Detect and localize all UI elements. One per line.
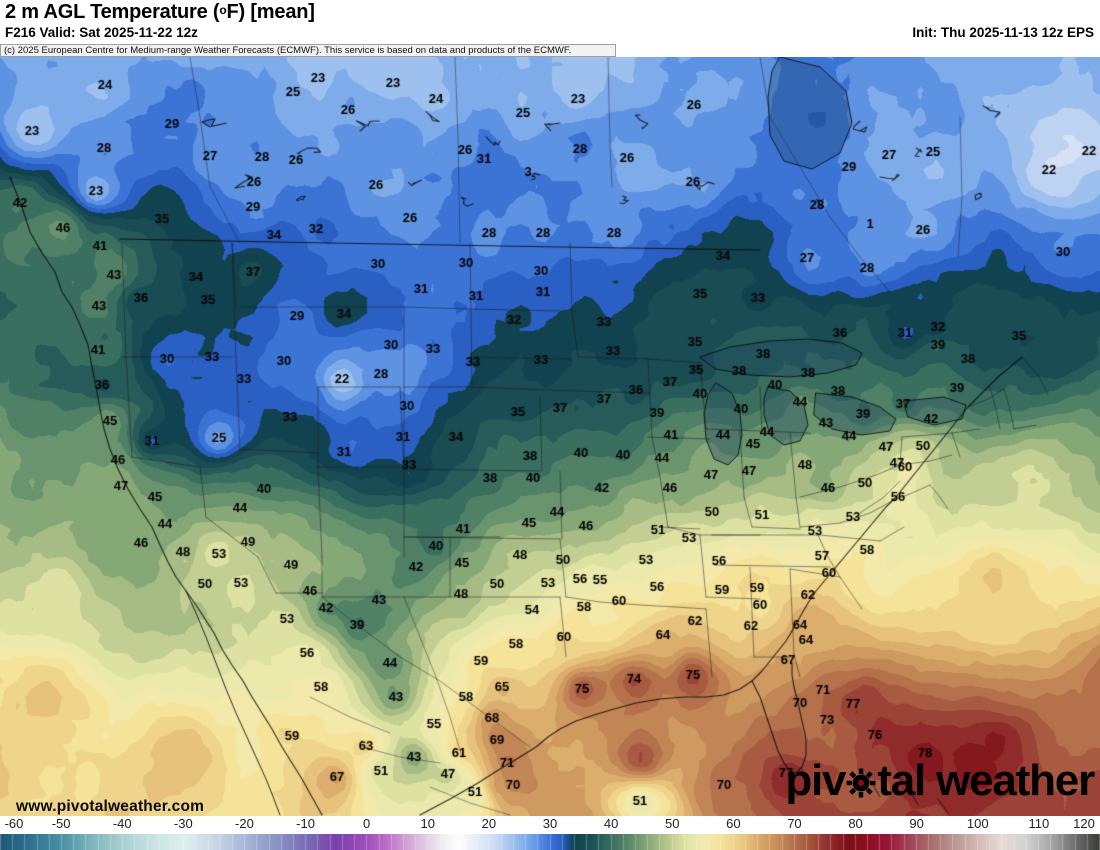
colorbar-tick: -10 xyxy=(296,816,315,831)
colorbar-tick: -40 xyxy=(112,816,132,831)
colorbar-tick: 80 xyxy=(848,816,863,831)
site-url-watermark: www.pivotalweather.com xyxy=(16,798,205,815)
colorbar-tick: 120 xyxy=(1073,816,1095,831)
colorbar-tick: 90 xyxy=(909,816,924,831)
colorbar-tick: 0 xyxy=(363,816,371,831)
colorbar-tick: 30 xyxy=(542,816,558,831)
watermark-text-right: tal weather xyxy=(877,756,1095,805)
colorbar-tick-labels: -60 -50 -40 -30 -20 -10 0 10 20 30 40 50 60 70 80 90 100… xyxy=(0,816,1100,833)
temperature-value-labels-canvas xyxy=(0,57,1100,816)
ecmwf-copyright-notice: (c) 2025 European Centre for Medium-rang… xyxy=(0,44,616,57)
colorbar-tick: 100 xyxy=(966,816,989,831)
map-canvas-container[interactable]: www.pivotalweather.com piv tal weather xyxy=(0,57,1100,817)
colorbar-tick: 10 xyxy=(420,816,435,831)
colorbar-tick: 20 xyxy=(481,816,497,831)
colorbar[interactable]: -60 -50 -40 -30 -20 -10 0 10 20 30 40 50 60 70 80 90 100… xyxy=(0,816,1100,850)
colorbar-tick: -30 xyxy=(173,816,193,831)
colorbar-tick: -50 xyxy=(51,816,71,831)
colorbar-tick: 40 xyxy=(603,816,619,831)
page-title: 2 m AGL Temperature (oF) [mean] xyxy=(5,1,315,23)
watermark-text-left: piv xyxy=(785,756,846,805)
colorbar-gradient[interactable] xyxy=(0,834,1100,850)
colorbar-tick: -60 xyxy=(4,816,24,831)
degree-symbol: o xyxy=(219,3,227,17)
pivotal-weather-watermark: piv tal weather xyxy=(785,756,1095,805)
valid-time-label: F216 Valid: Sat 2025-11-22 12z xyxy=(5,25,198,40)
map-header: 2 m AGL Temperature (oF) [mean] F216 Val… xyxy=(0,0,1100,47)
gear-sun-icon xyxy=(845,763,877,798)
colorbar-tick: 50 xyxy=(664,816,680,831)
colorbar-tick: 70 xyxy=(787,816,802,831)
colorbar-tick: -20 xyxy=(235,816,254,831)
colorbar-tick: 60 xyxy=(726,816,741,831)
colorbar-tick: 110 xyxy=(1028,816,1050,831)
init-time-label: Init: Thu 2025-11-13 12z EPS xyxy=(912,25,1094,40)
